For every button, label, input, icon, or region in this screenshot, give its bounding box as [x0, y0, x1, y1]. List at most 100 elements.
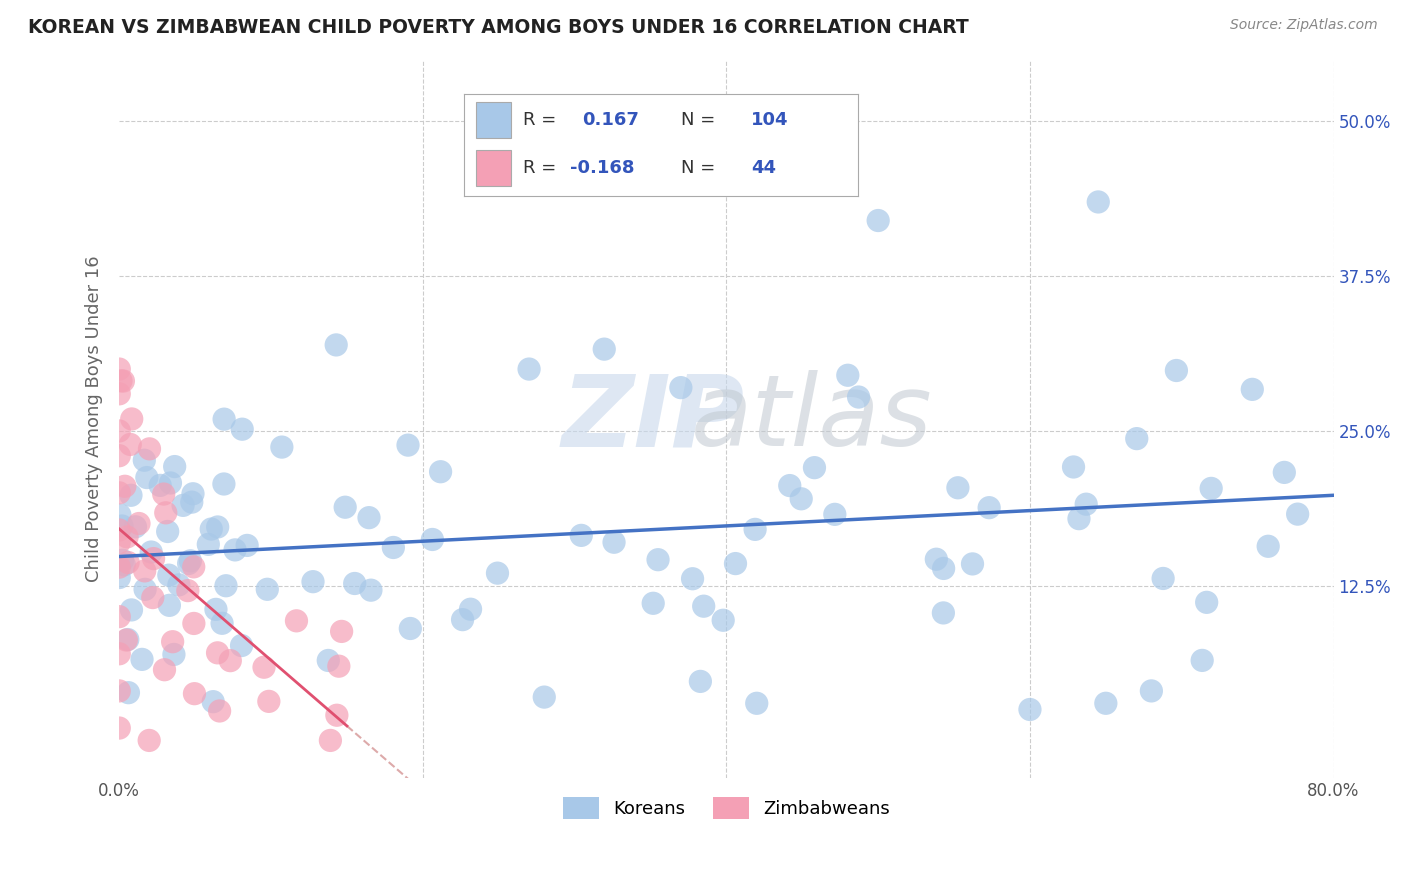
Point — [837, 368, 859, 383]
Point — [326, 708, 349, 723]
Point — [111, 553, 134, 567]
Point — [114, 479, 136, 493]
Point — [156, 524, 179, 539]
Point — [111, 519, 134, 533]
Point — [669, 381, 692, 395]
Point — [790, 491, 813, 506]
Point — [108, 721, 131, 735]
Point — [183, 687, 205, 701]
Point — [162, 634, 184, 648]
Point — [1152, 571, 1174, 585]
Point — [1140, 684, 1163, 698]
Point — [643, 596, 665, 610]
Point — [135, 470, 157, 484]
Point — [108, 449, 131, 463]
Point — [779, 478, 801, 492]
Point — [121, 412, 143, 426]
Point — [138, 442, 160, 456]
Point — [212, 477, 235, 491]
Point — [460, 602, 482, 616]
Point — [429, 465, 451, 479]
Point — [946, 481, 969, 495]
Point — [157, 599, 180, 613]
Point — [112, 374, 135, 388]
Point — [1019, 702, 1042, 716]
Point — [1166, 363, 1188, 377]
Point — [183, 560, 205, 574]
Point — [200, 522, 222, 536]
Point — [745, 696, 768, 710]
Point — [142, 591, 165, 605]
Point — [724, 557, 747, 571]
Point — [177, 557, 200, 571]
Point — [1199, 482, 1222, 496]
Point — [343, 576, 366, 591]
Point — [112, 558, 135, 572]
Point — [357, 510, 380, 524]
Point — [215, 579, 238, 593]
Point — [316, 653, 339, 667]
Point — [212, 412, 235, 426]
Point — [120, 437, 142, 451]
Point — [128, 516, 150, 531]
Point — [180, 495, 202, 509]
Point — [335, 500, 357, 515]
Text: -0.168: -0.168 — [571, 159, 634, 177]
Point — [134, 453, 156, 467]
Point — [208, 704, 231, 718]
Point — [177, 583, 200, 598]
Point — [153, 663, 176, 677]
Point — [1257, 539, 1279, 553]
Point — [1286, 507, 1309, 521]
Point — [1087, 194, 1109, 209]
Point — [1126, 432, 1149, 446]
Point — [205, 602, 228, 616]
Point — [108, 424, 131, 438]
Point — [962, 557, 984, 571]
Point — [211, 616, 233, 631]
Point — [848, 390, 870, 404]
Point — [108, 647, 131, 661]
Point — [108, 609, 131, 624]
Point — [517, 362, 540, 376]
Y-axis label: Child Poverty Among Boys Under 16: Child Poverty Among Boys Under 16 — [86, 255, 103, 582]
Point — [117, 686, 139, 700]
Point — [302, 574, 325, 589]
Point — [711, 613, 734, 627]
Point — [1272, 466, 1295, 480]
Text: 44: 44 — [751, 159, 776, 177]
Point — [270, 440, 292, 454]
Point — [159, 475, 181, 490]
Point — [152, 487, 174, 501]
Text: Source: ZipAtlas.com: Source: ZipAtlas.com — [1230, 18, 1378, 32]
Text: KOREAN VS ZIMBABWEAN CHILD POVERTY AMONG BOYS UNDER 16 CORRELATION CHART: KOREAN VS ZIMBABWEAN CHILD POVERTY AMONG… — [28, 18, 969, 37]
Text: R =: R = — [523, 111, 562, 128]
Point — [219, 654, 242, 668]
Point — [569, 528, 592, 542]
FancyBboxPatch shape — [475, 102, 512, 137]
Point — [141, 545, 163, 559]
Point — [868, 213, 890, 227]
Point — [110, 374, 132, 388]
Point — [693, 599, 716, 614]
Point — [134, 564, 156, 578]
Text: 0.167: 0.167 — [582, 111, 638, 128]
Point — [108, 684, 131, 698]
Point — [1398, 300, 1406, 314]
Point — [179, 554, 201, 568]
Point — [163, 459, 186, 474]
Point — [181, 487, 204, 501]
Point — [1067, 511, 1090, 525]
Point — [108, 486, 131, 500]
FancyBboxPatch shape — [475, 150, 512, 186]
Point — [224, 542, 246, 557]
Point — [382, 541, 405, 555]
Point — [207, 646, 229, 660]
Text: 104: 104 — [751, 111, 789, 128]
Point — [325, 338, 347, 352]
Text: N =: N = — [681, 111, 720, 128]
Point — [197, 537, 219, 551]
Point — [138, 733, 160, 747]
Point — [108, 570, 131, 584]
Point — [979, 500, 1001, 515]
